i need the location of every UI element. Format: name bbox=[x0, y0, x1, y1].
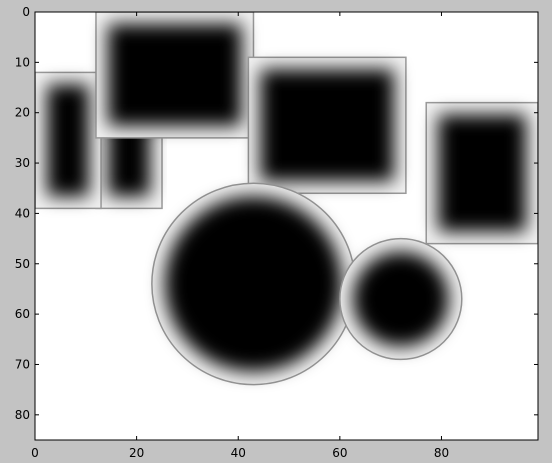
heatmap-blob-5 bbox=[151, 182, 356, 386]
x-tick-label: 80 bbox=[434, 446, 449, 460]
y-tick-label: 50 bbox=[15, 257, 30, 271]
y-tick-label: 0 bbox=[22, 5, 30, 19]
y-tick-label: 40 bbox=[15, 206, 30, 220]
blob-core bbox=[260, 69, 394, 182]
heatmap-blob-2 bbox=[95, 12, 255, 139]
blob-core bbox=[438, 114, 526, 232]
blob-core bbox=[107, 24, 242, 126]
blob-core bbox=[47, 84, 90, 197]
heatmap-blob-3 bbox=[247, 56, 407, 195]
plot-frame bbox=[34, 11, 539, 441]
heatmap-blob-1 bbox=[35, 71, 102, 210]
y-tick-label: 70 bbox=[15, 357, 30, 371]
heatmap-image bbox=[35, 12, 538, 386]
blob-core bbox=[352, 251, 449, 347]
blob-core bbox=[164, 196, 343, 372]
heatmap-blob-6 bbox=[339, 237, 463, 361]
y-tick-label: 20 bbox=[15, 106, 30, 120]
y-tick-label: 60 bbox=[15, 307, 30, 321]
y-tick-label: 10 bbox=[15, 55, 30, 69]
y-tick-label: 80 bbox=[15, 408, 30, 422]
x-tick-label: 40 bbox=[231, 446, 246, 460]
y-tick-labels: 0 10 20 30 40 50 60 70 80 bbox=[15, 5, 30, 422]
y-tick-label: 30 bbox=[15, 156, 30, 170]
x-tick-labels: 0 20 40 60 80 bbox=[31, 446, 449, 460]
x-tick-label: 60 bbox=[332, 446, 347, 460]
x-tick-label: 20 bbox=[129, 446, 144, 460]
heatmap-blob-4 bbox=[425, 101, 538, 245]
plot-area bbox=[34, 11, 539, 441]
x-tick-label: 0 bbox=[31, 446, 39, 460]
